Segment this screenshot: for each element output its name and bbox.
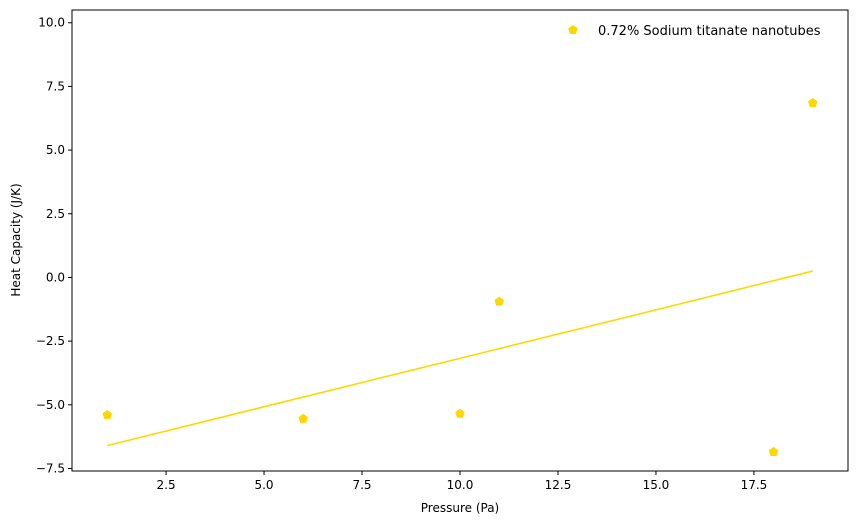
legend-marker: [568, 25, 578, 35]
y-tick-label: −2.5: [36, 334, 65, 348]
x-tick-label: 5.0: [254, 478, 273, 492]
axes: 2.5 5.0 7.5 10.0 12.5 15.0 17.5 −7.5 −5.0 −2.5 0.0…: [36, 9, 849, 492]
legend-label: 0.72% Sodium titanate nanotubes: [598, 24, 821, 39]
trend-line: [107, 270, 813, 447]
x-tick-label: 12.5: [545, 478, 572, 492]
y-tick-label: 5.0: [46, 143, 65, 157]
y-axis-title: Heat Capacity (J/K): [9, 183, 23, 296]
data-point: [455, 408, 465, 418]
y-tick-label: −5.0: [36, 398, 65, 412]
x-tick-label: 17.5: [741, 478, 768, 492]
data-point: [768, 446, 779, 456]
x-tick-label: 15.0: [643, 478, 670, 492]
y-tick-label: 10.0: [38, 16, 65, 30]
data-point: [807, 97, 818, 108]
x-axis-title: Pressure (Pa): [421, 501, 499, 515]
y-tick-label: 0.0: [46, 270, 65, 284]
plot-area: [102, 97, 818, 456]
x-tick-label: 2.5: [157, 478, 176, 492]
data-point: [494, 296, 504, 306]
y-tick-label: 7.5: [46, 79, 65, 93]
legend-marker-shape: [568, 25, 578, 35]
data-point: [298, 413, 308, 423]
data-point: [102, 409, 113, 420]
x-tick-label: 7.5: [352, 478, 371, 492]
legend: 0.72% Sodium titanate nanotubes: [568, 24, 821, 39]
x-tick-label: 10.0: [447, 478, 474, 492]
y-tick-label: 2.5: [46, 207, 65, 221]
y-tick-label: −7.5: [36, 461, 65, 475]
